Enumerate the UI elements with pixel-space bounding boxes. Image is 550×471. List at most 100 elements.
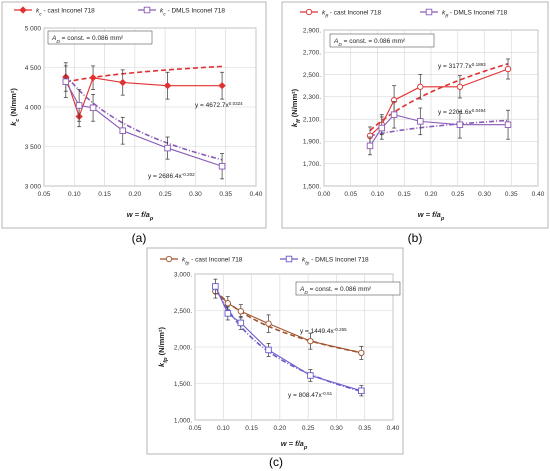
- x-tick-label-c: 0.35: [358, 425, 371, 432]
- y-tick-label-a: 3 000: [25, 183, 42, 190]
- x-tick-label-b: 0.25: [451, 191, 464, 198]
- y-axis-title-a: kc (N/mm²): [9, 88, 21, 126]
- legend-marker-b-0: [305, 8, 313, 16]
- annotation-text-c: AD = const. = 0.086 mm²: [299, 286, 372, 296]
- data-point-a-0: [119, 78, 127, 87]
- data-point-b-0: [504, 65, 512, 73]
- data-point-b-0: [456, 83, 464, 90]
- y-tick-label-c: 2,500.: [174, 308, 192, 315]
- y-tick-label-c: 1,500.: [174, 381, 192, 388]
- annotation-text-a: AD = const. = 0.086 mm²: [51, 35, 124, 45]
- data-point-b-1: [504, 121, 512, 128]
- y-tick-label-a: 4 500: [25, 65, 42, 72]
- x-tick-label-a: 0.30: [189, 191, 202, 198]
- data-point-c-1: [212, 283, 219, 290]
- y-tick-label-b: 2,900.: [303, 27, 321, 34]
- x-tick-label-a: 0.05: [38, 191, 51, 198]
- y-tick-label-b: 2,500.: [303, 72, 321, 79]
- data-point-c-0: [224, 300, 231, 307]
- x-tick-label-b: 0.00: [318, 191, 331, 198]
- x-tick-label-c: 0.25: [302, 425, 315, 432]
- series-line-a-1: [65, 81, 223, 167]
- trend-equation-b-0: y = 3177.7x0.1893: [438, 62, 486, 71]
- x-tick-label-c: 0.05: [189, 425, 202, 432]
- y-tick-label-c: 3,000.: [174, 271, 192, 278]
- data-point-b-1: [390, 111, 398, 118]
- y-tick-label-b: 1,900.: [303, 139, 321, 146]
- x-tick-label-b: 0.10: [371, 191, 384, 198]
- x-axis-title-b: w = f/ap: [418, 210, 445, 222]
- x-tick-label-a: 0.15: [98, 191, 111, 198]
- x-tick-label-a: 0.20: [129, 191, 142, 198]
- y-tick-label-c: 1,000.: [174, 417, 192, 424]
- y-axis-title-b: kff (N/mm²): [290, 88, 302, 127]
- x-tick-label-c: 0.15: [245, 425, 258, 432]
- data-point-a-1: [119, 127, 126, 134]
- legend-marker-b-1: [425, 8, 433, 16]
- data-point-b-1: [378, 124, 386, 132]
- x-axis-title-a: w = f/ap: [127, 210, 154, 222]
- data-point-a-0: [163, 82, 172, 90]
- x-tick-label-c: 0.10: [217, 425, 230, 432]
- x-tick-label-b: 0.15: [398, 191, 411, 198]
- legend-label-a-0: kc - cast Inconel 718: [36, 7, 95, 17]
- data-point-c-1: [265, 346, 272, 354]
- data-point-c-1: [358, 387, 365, 395]
- y-tick-label-b: 1,500.: [303, 183, 321, 190]
- trend-equation-c-0: y = 1449.4x-0.265: [300, 327, 347, 336]
- data-point-c-0: [307, 338, 314, 345]
- trendline-a-1: [65, 74, 223, 161]
- data-point-a-1: [164, 144, 171, 152]
- data-point-c-0: [358, 349, 365, 356]
- x-axis-title-c: w = f/ap: [281, 439, 308, 451]
- legend-label-c-0: kfp - cast Inconel 718: [182, 256, 243, 266]
- data-point-a-1: [62, 78, 70, 85]
- y-tick-label-a: 5 000: [25, 25, 42, 32]
- data-point-a-0: [218, 82, 226, 90]
- x-tick-label-c: 0.30: [330, 425, 343, 432]
- annotation-box-b: [329, 33, 435, 48]
- panel-a-label: (a): [132, 231, 147, 245]
- legend-label-c-1: kfp - DMLS Inconel 718: [302, 256, 369, 266]
- x-tick-label-b: 0.30: [478, 191, 491, 198]
- trend-equation-c-1: y = 808.47x-0.51: [288, 391, 333, 400]
- x-tick-label-b: 0.05: [344, 191, 357, 198]
- series-line-c-1: [214, 286, 362, 392]
- x-tick-label-c: 0.40: [387, 425, 400, 432]
- x-tick-label-a: 0.25: [159, 191, 172, 198]
- panel-c-label: (c): [269, 455, 283, 469]
- data-point-c-1: [307, 372, 314, 379]
- y-tick-label-b: 2,700.: [303, 50, 321, 57]
- data-point-c-0: [237, 308, 244, 315]
- annotation-box-c: [295, 281, 401, 296]
- data-point-a-1: [218, 162, 226, 170]
- data-point-b-1: [366, 142, 374, 150]
- chart-panel-a: 0.05 0.10 0.15 0.20 0.25 0.30 0.35 0.40 3 000 3 5…: [1, 1, 267, 229]
- trend-equation-b-1: y = 2201.6x0.0494: [438, 108, 486, 117]
- trendline-b-0: [369, 63, 509, 132]
- x-tick-label-a: 0.35: [219, 191, 232, 198]
- y-tick-label-c: 2,000.: [174, 344, 192, 351]
- y-tick-label-a: 4 000: [25, 104, 42, 111]
- data-point-b-1: [456, 121, 464, 128]
- chart-panel-b: 0.00 0.05 0.10 0.15 0.20 0.25 0.30 0.35 0.40 1,50…: [281, 1, 549, 229]
- trend-equation-a-1: y = 2686.4x-0.202: [148, 172, 195, 181]
- x-tick-label-a: 0.10: [68, 191, 81, 198]
- y-tick-label-b: 2,100.: [303, 116, 321, 123]
- x-tick-label-c: 0.20: [274, 425, 287, 432]
- data-point-a-0: [89, 74, 97, 82]
- legend-label-a-1: kc - DMLS Inconel 718: [160, 7, 225, 17]
- series-line-a-0: [65, 76, 223, 119]
- legend-marker-c-0: [165, 255, 173, 263]
- data-point-c-1: [224, 310, 232, 317]
- y-tick-label-b: 1,700.: [303, 161, 321, 168]
- y-tick-label-b: 2,300.: [303, 94, 321, 101]
- x-tick-label-b: 0.40: [532, 191, 545, 198]
- legend-marker-a-0: [19, 6, 27, 14]
- legend-label-b-0: kff - cast Inconel 718: [322, 9, 381, 19]
- trendline-b-1: [369, 119, 509, 137]
- trendline-c-1: [214, 286, 362, 393]
- annotation-box-a: [47, 30, 153, 45]
- data-point-c-0: [265, 320, 272, 327]
